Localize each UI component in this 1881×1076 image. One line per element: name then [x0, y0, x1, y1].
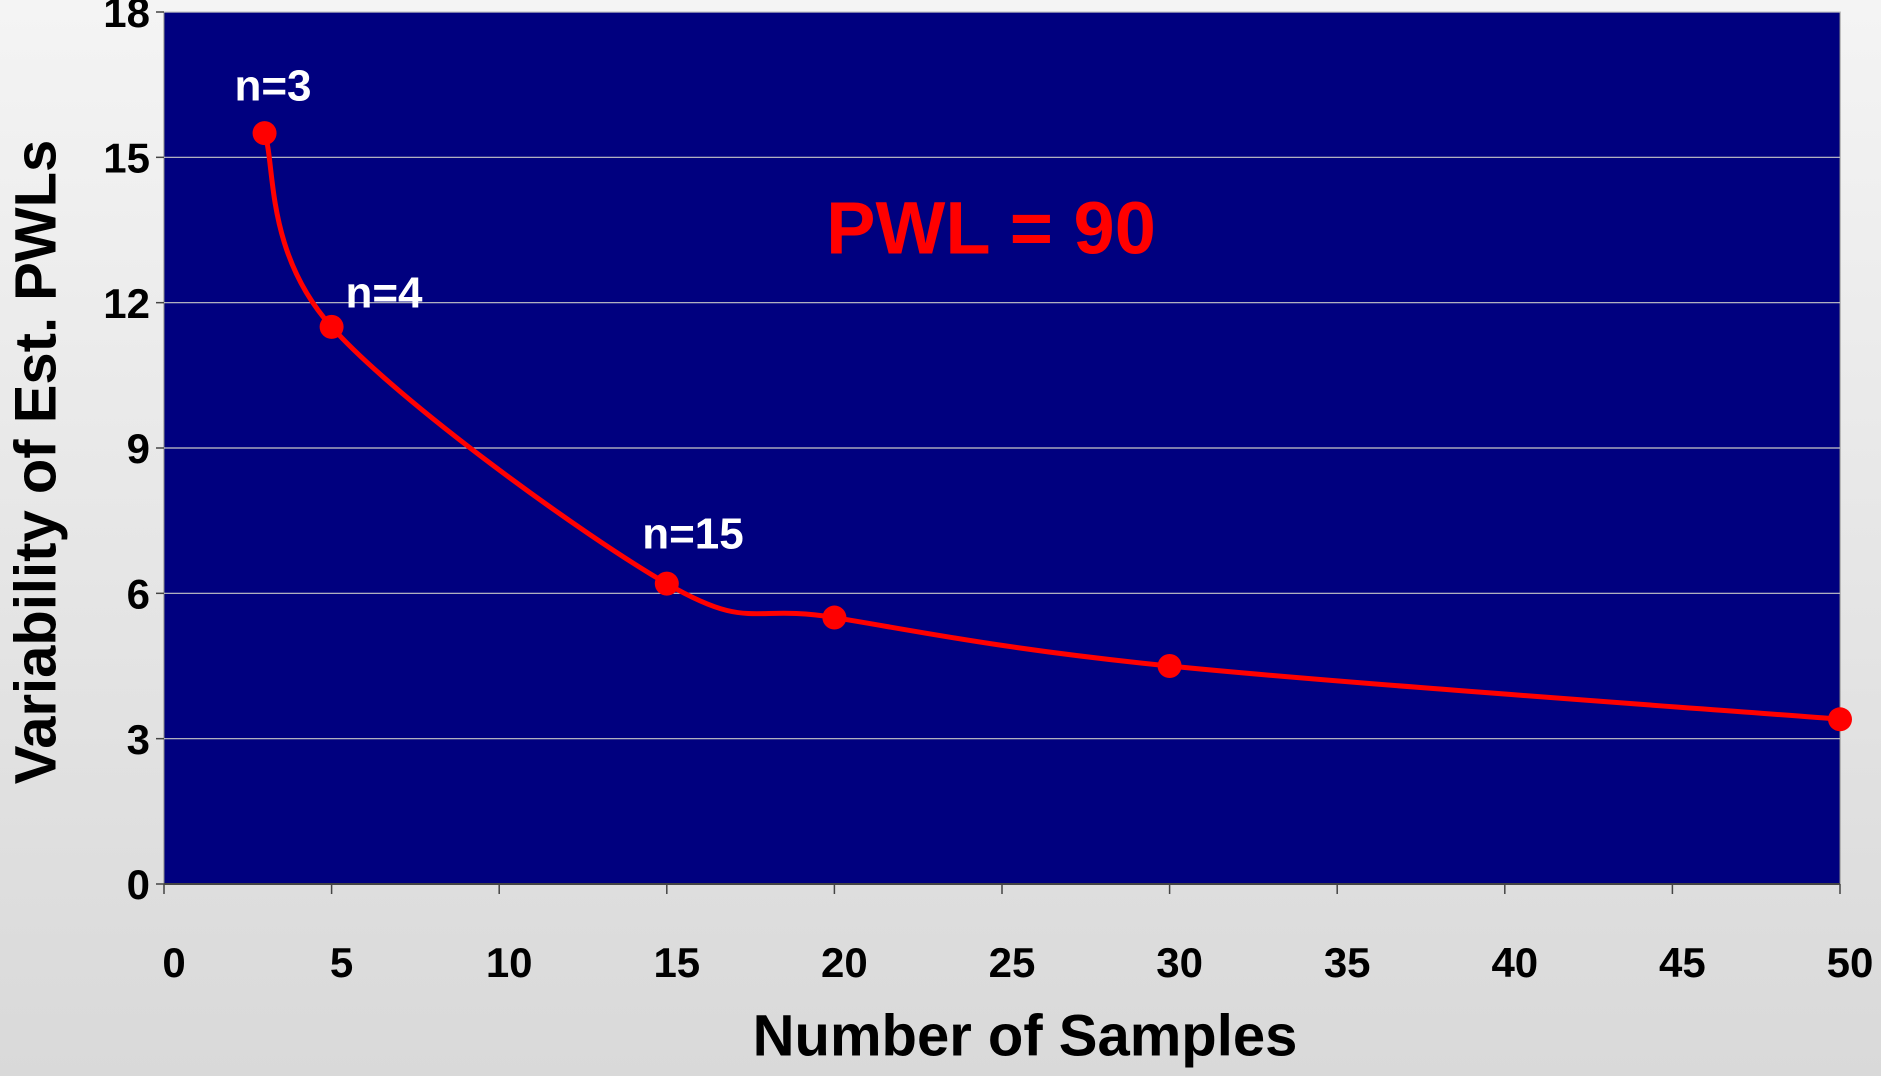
x-tick-label: 50 — [1827, 939, 1874, 986]
x-tick-label: 15 — [653, 939, 700, 986]
x-tick-label: 40 — [1491, 939, 1538, 986]
y-tick-label: 6 — [127, 570, 150, 617]
x-tick-label: 25 — [989, 939, 1036, 986]
x-axis-title: Number of Samples — [753, 1003, 1298, 1068]
y-axis-title: Variability of Est. PWLs — [3, 140, 68, 785]
data-point — [1157, 654, 1182, 678]
x-tick-label: 30 — [1156, 939, 1203, 986]
y-tick-label: 0 — [127, 861, 150, 908]
x-tick-label: 20 — [821, 939, 868, 986]
y-tick-label: 18 — [103, 0, 150, 36]
data-point — [822, 605, 847, 630]
data-point — [1828, 707, 1852, 732]
y-tick-label: 9 — [127, 425, 150, 472]
x-tick-label: 45 — [1659, 939, 1706, 986]
x-tick-label: 35 — [1324, 939, 1371, 986]
data-point — [654, 571, 679, 596]
annotation: n=4 — [345, 269, 423, 318]
annotation: PWL = 90 — [826, 187, 1156, 270]
data-point — [252, 121, 277, 146]
x-tick-label: 0 — [162, 939, 185, 986]
annotation: n=15 — [642, 510, 744, 559]
data-point — [319, 314, 344, 339]
annotation: n=3 — [234, 62, 311, 111]
y-tick-label: 15 — [103, 134, 150, 181]
x-tick-label: 10 — [486, 939, 533, 986]
x-tick-label: 5 — [330, 939, 353, 986]
y-tick-label: 3 — [127, 716, 150, 763]
y-tick-label: 12 — [103, 280, 150, 327]
